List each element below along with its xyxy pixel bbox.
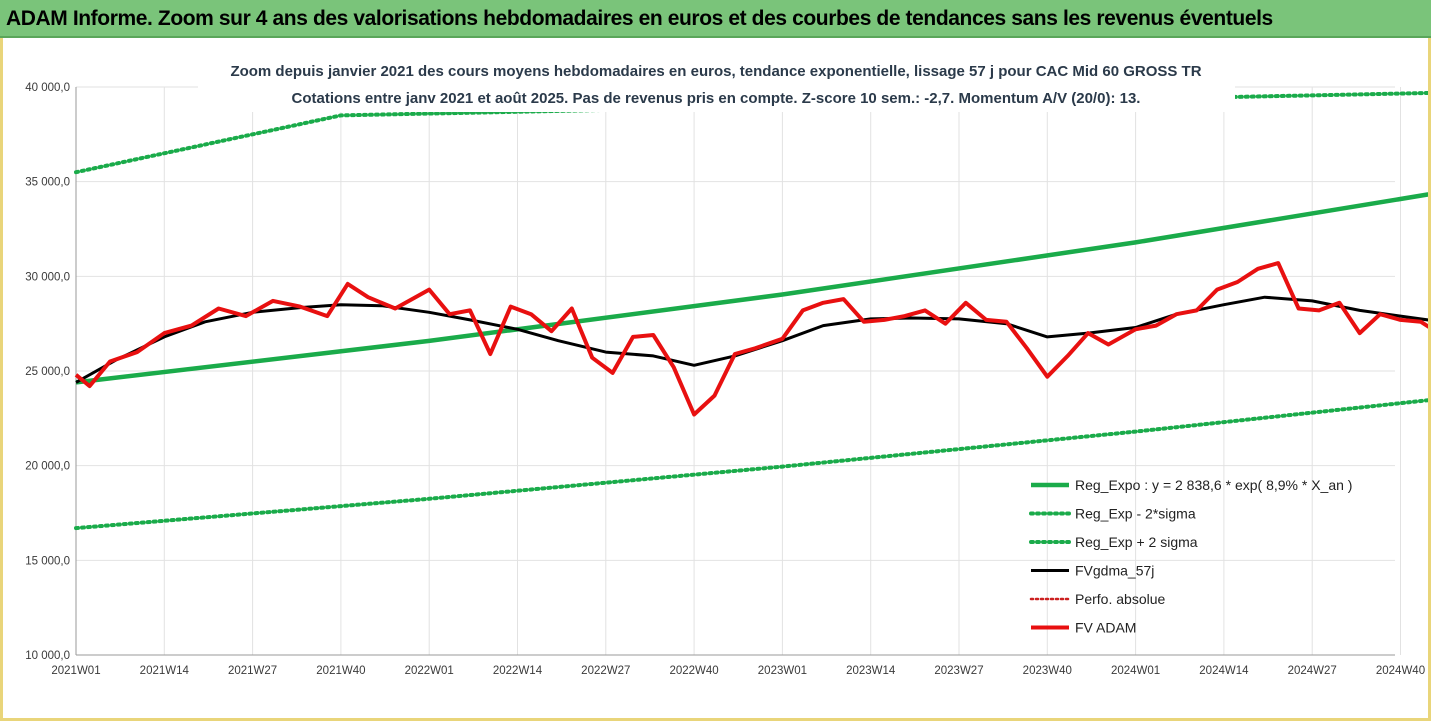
x-tick-label: 2023W14 xyxy=(846,665,896,677)
legend-label: Reg_Exp - 2*sigma xyxy=(1075,506,1196,522)
reg-expo-line xyxy=(75,192,1428,385)
chart-subtitle: Cotations entre janv 2021 et août 2025. … xyxy=(292,90,1141,107)
x-tick-label: 2022W14 xyxy=(493,665,543,677)
y-tick-label: 15 000,0 xyxy=(25,555,70,567)
legend: Reg_Expo : y = 2 838,6 * exp( 8,9% * X_a… xyxy=(1029,477,1352,636)
x-tick-label: 2021W40 xyxy=(316,665,365,677)
x-tick-label: 2024W40 xyxy=(1376,665,1425,677)
x-tick-label: 2022W01 xyxy=(405,665,454,677)
x-tick-label: 2024W14 xyxy=(1199,665,1249,677)
x-tick-label: 2022W27 xyxy=(581,665,630,677)
y-tick-label: 30 000,0 xyxy=(25,271,70,283)
legend-label: Reg_Exp + 2 sigma xyxy=(1075,534,1198,550)
x-tick-label: 2023W27 xyxy=(934,665,983,677)
y-tick-label: 10 000,0 xyxy=(25,650,70,662)
title-backdrop xyxy=(198,56,1235,112)
reg-minus-2sigma-line xyxy=(74,398,1428,531)
fvadam-line xyxy=(74,261,1428,417)
x-tick-label: 2021W27 xyxy=(228,665,277,677)
x-axis-ticks: 2021W01 2021W14 2021W27 2021W40 2022W01 2022W… xyxy=(51,665,1425,677)
y-tick-label: 35 000,0 xyxy=(25,177,70,189)
report-banner: ADAM Informe. Zoom sur 4 ans des valoris… xyxy=(0,0,1431,38)
x-tick-label: 2022W40 xyxy=(669,665,718,677)
x-tick-label: 2021W14 xyxy=(140,665,190,677)
trend-chart: 10 000,0 15 000,0 20 000,0 25 000,0 30 000,0… xyxy=(25,56,1428,677)
x-tick-label: 2024W27 xyxy=(1288,665,1337,677)
chart-title: Zoom depuis janvier 2021 des cours moyen… xyxy=(230,63,1201,80)
legend-label: FVgdma_57j xyxy=(1075,563,1154,579)
report-title: ADAM Informe. Zoom sur 4 ans des valoris… xyxy=(6,7,1273,30)
y-tick-label: 25 000,0 xyxy=(25,366,70,378)
y-tick-label: 40 000,0 xyxy=(25,82,70,94)
y-axis-ticks: 10 000,0 15 000,0 20 000,0 25 000,0 30 000,0… xyxy=(25,82,70,662)
legend-label: Reg_Expo : y = 2 838,6 * exp( 8,9% * X_a… xyxy=(1075,477,1352,493)
y-tick-label: 20 000,0 xyxy=(25,461,70,473)
legend-label: FV ADAM xyxy=(1075,620,1136,636)
series-lines xyxy=(74,90,1428,531)
chart-frame: 10 000,0 15 000,0 20 000,0 25 000,0 30 000,0… xyxy=(0,38,1431,721)
x-tick-label: 2023W01 xyxy=(758,665,807,677)
x-tick-label: 2021W01 xyxy=(51,665,100,677)
x-tick-label: 2024W01 xyxy=(1111,665,1160,677)
legend-label: Perfo. absolue xyxy=(1075,591,1165,607)
gridlines xyxy=(75,86,1401,656)
x-tick-label: 2023W40 xyxy=(1023,665,1072,677)
